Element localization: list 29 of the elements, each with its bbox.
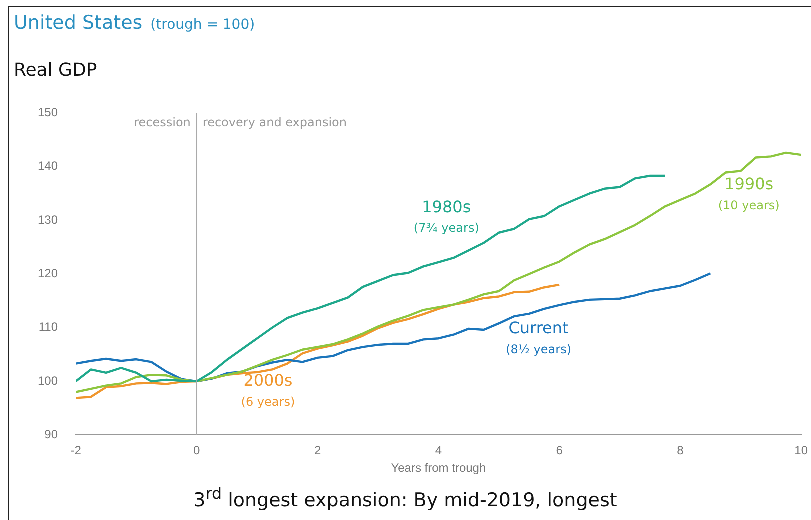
- annotation: recession: [134, 115, 191, 130]
- series-label: Current: [508, 318, 569, 338]
- annotation: (7¾ years): [414, 221, 480, 236]
- y-tick-label: 90: [44, 428, 58, 442]
- x-tick-label: 6: [556, 444, 564, 458]
- y-tick-label: 100: [38, 374, 58, 388]
- annotation: (10 years): [718, 198, 780, 213]
- annotation: (8½ years): [506, 342, 572, 357]
- y-tick-label: 150: [38, 106, 58, 120]
- y-tick-label: 130: [38, 212, 58, 227]
- y-tick-label: 140: [38, 159, 58, 174]
- series-label: 2000s: [244, 371, 293, 390]
- x-tick-label: 10: [794, 444, 808, 458]
- chart-title: United States: [14, 12, 143, 34]
- y-axis-title: Real GDP: [14, 60, 98, 81]
- x-tick-label: -2: [70, 444, 82, 458]
- y-tick-label: 110: [38, 320, 58, 334]
- annotation: (6 years): [241, 395, 296, 410]
- series-label: 1990s: [724, 174, 774, 194]
- annotation: recovery and expansion: [202, 115, 348, 130]
- series-label: 1980s: [422, 197, 472, 216]
- x-tick-label: 0: [194, 444, 201, 458]
- x-axis-title: Years from trough: [391, 461, 486, 476]
- x-tick-label: 4: [435, 444, 442, 458]
- x-tick-label: 2: [314, 444, 322, 458]
- x-tick-label: 8: [677, 444, 684, 458]
- y-tick-label: 120: [38, 266, 58, 281]
- text: 3$^{rd}$ longest expansion: By mid-2019, longest: [192, 484, 618, 512]
- chart-subtitle: (trough = 100): [150, 17, 256, 33]
